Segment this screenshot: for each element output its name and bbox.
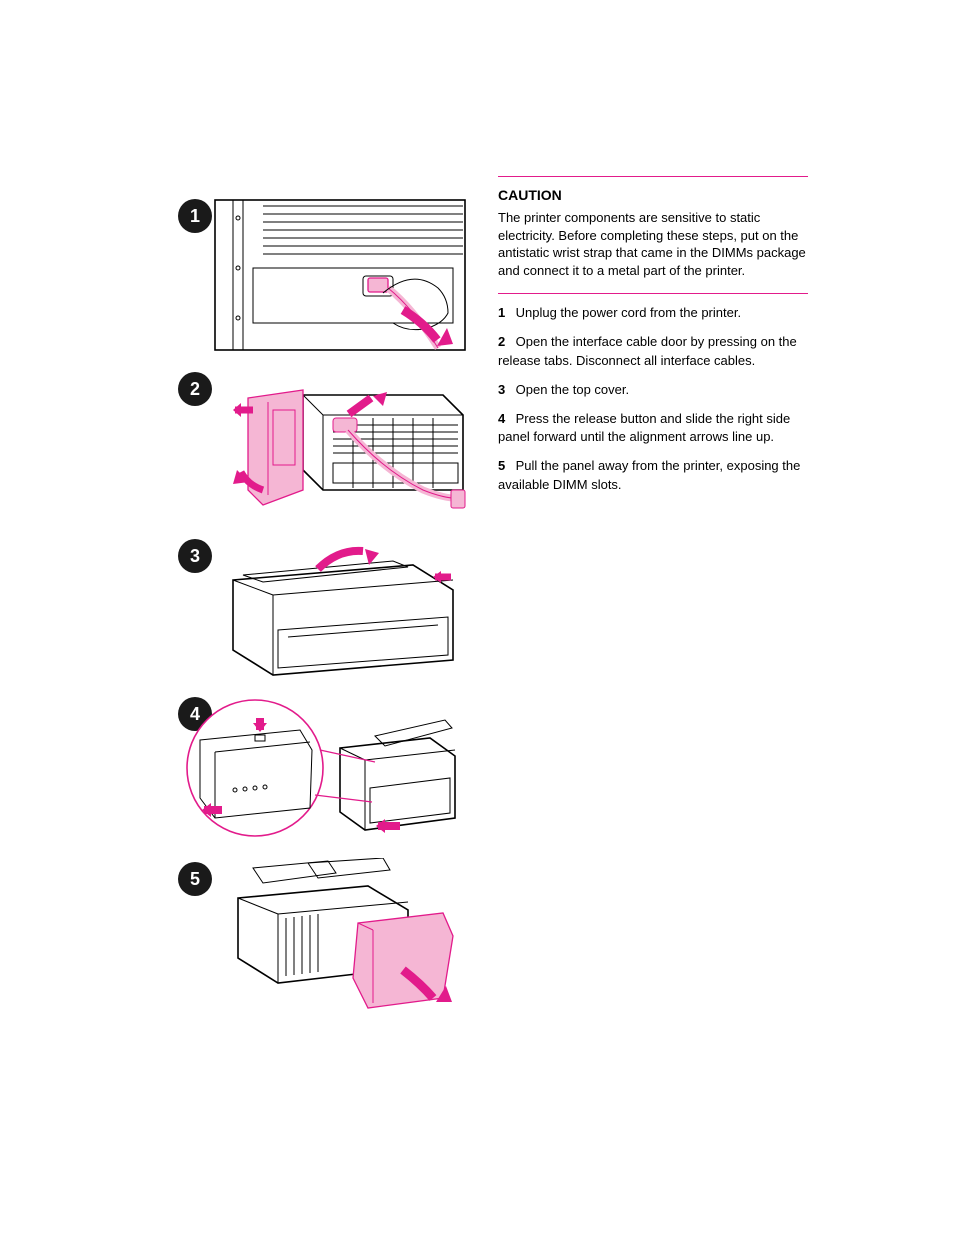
step-1-text: 1 Unplug the power cord from the printer…: [498, 304, 808, 323]
step-2-text: 2 Open the interface cable door by press…: [498, 333, 808, 371]
step-4-num: 4: [498, 410, 512, 429]
caution-body: The printer components are sensitive to …: [498, 209, 808, 279]
rule-top: [498, 176, 808, 177]
step-4-text: 4 Press the release button and slide the…: [498, 410, 808, 448]
illus-step-1: [213, 198, 466, 358]
step-3-body: Open the top cover.: [516, 382, 629, 397]
step-1-circle: 1: [178, 199, 212, 233]
step-1-num: 1: [498, 304, 512, 323]
step-3-circle: 3: [178, 539, 212, 573]
step-2-num: 2: [498, 333, 512, 352]
caution-label: CAUTION: [498, 187, 808, 203]
step-3-num: 3: [498, 381, 512, 400]
step-3-text: 3 Open the top cover.: [498, 381, 808, 400]
step-5-text: 5 Pull the panel away from the printer, …: [498, 457, 808, 495]
illus-step-3: [213, 535, 466, 680]
step-5-circle: 5: [178, 862, 212, 896]
step-5-body: Pull the panel away from the printer, ex…: [498, 458, 800, 492]
step-1-body: Unplug the power cord from the printer.: [516, 305, 741, 320]
step-5-num: 5: [498, 457, 512, 476]
illus-step-4: [180, 690, 466, 845]
illus-step-2: [213, 370, 466, 525]
illus-step-5: [208, 858, 466, 1013]
step-4-body: Press the release button and slide the r…: [498, 411, 790, 445]
text-column: CAUTION The printer components are sensi…: [498, 176, 808, 495]
step-2-body: Open the interface cable door by pressin…: [498, 334, 797, 368]
page: CAUTION The printer components are sensi…: [0, 0, 954, 1235]
rule-bottom: [498, 293, 808, 294]
step-2-circle: 2: [178, 372, 212, 406]
